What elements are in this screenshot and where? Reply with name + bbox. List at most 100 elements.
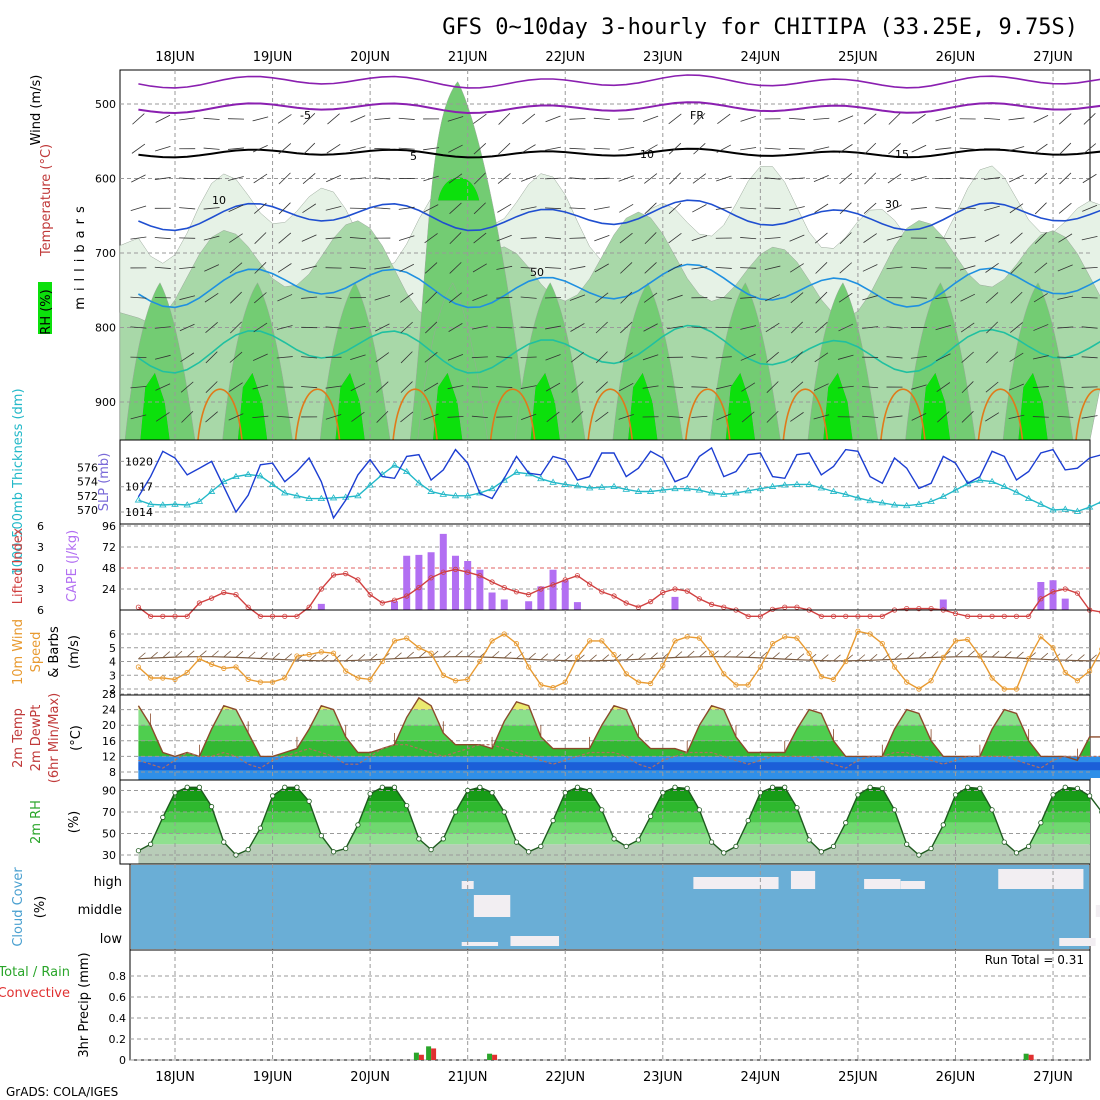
wind-barb — [278, 172, 291, 185]
wind-barb-10m — [443, 650, 451, 658]
wind-barb — [400, 321, 413, 334]
wind-axis-title-3: & Barbs — [47, 626, 62, 678]
wind-speed-series-point — [611, 652, 617, 658]
wind-barb — [277, 263, 292, 273]
wind-barb — [911, 384, 927, 390]
wind-barb — [349, 326, 366, 329]
lifted-index-series-point — [769, 606, 776, 612]
wind-barb — [986, 351, 999, 364]
wind-barb — [303, 142, 316, 155]
wind-speed-series-point — [952, 638, 959, 644]
wind-barb — [813, 117, 830, 120]
wind-barb — [325, 296, 342, 299]
wind-barb — [276, 415, 293, 418]
wind-barb — [837, 354, 854, 360]
lifted-index-series-point — [721, 604, 727, 610]
rh-series-point — [672, 784, 678, 790]
date-label-top: 24JUN — [741, 50, 781, 65]
pressure-tick-label: 700 — [95, 247, 116, 260]
cloud-fill — [461, 942, 499, 946]
rh-series-point — [184, 784, 190, 790]
wind-speed-series-point — [208, 661, 215, 667]
wind-barb-10m — [406, 651, 414, 659]
thickness-series-point — [781, 481, 789, 488]
wind-barb — [179, 323, 195, 332]
wind-barb — [179, 266, 196, 270]
wind-speed-series-point — [148, 675, 154, 681]
wind-barb — [838, 144, 853, 154]
temp-band — [138, 697, 1090, 710]
wind-barb — [1081, 296, 1098, 299]
wind-barb — [838, 292, 853, 303]
contour-label: FR — [690, 109, 704, 122]
wind-barb — [593, 177, 610, 180]
lifted-index-series-point — [1074, 590, 1081, 596]
wind-barb-10m — [601, 654, 610, 661]
wind-speed-series-point — [221, 665, 227, 671]
wind-barb — [278, 143, 292, 155]
wind-barb — [740, 296, 757, 299]
wind-barb — [862, 415, 879, 418]
wind-barb — [1033, 324, 1049, 331]
rh-series-point — [940, 822, 946, 828]
date-label-top: 27JUN — [1033, 50, 1073, 65]
lifted-index-series-point — [391, 597, 398, 603]
lifted-index-series-point — [587, 581, 593, 587]
wind-barb — [691, 415, 708, 418]
thickness-series-point — [305, 494, 313, 502]
thickness-series-point — [366, 481, 374, 488]
wind-speed-series-point — [928, 678, 934, 684]
wind-speed-series-point — [916, 686, 922, 692]
wind-barb — [1033, 293, 1048, 303]
thickness-series-point — [707, 489, 716, 496]
wind-barb — [400, 411, 414, 423]
rh-series-point — [965, 784, 971, 790]
thickness-series-point — [561, 480, 569, 487]
date-label-top: 20JUN — [350, 50, 390, 65]
wind-barb — [1010, 261, 1023, 274]
wind-speed-series-point — [684, 634, 690, 640]
wind-barb — [570, 352, 584, 363]
wind-barb — [618, 146, 635, 151]
wind-barb-10m — [772, 652, 780, 659]
wind-barb — [813, 383, 829, 391]
wind-barb — [813, 414, 830, 420]
wind-speed-series-point — [1001, 686, 1007, 692]
wind-barb — [424, 382, 439, 392]
thickness-series-point — [220, 477, 228, 485]
wind-barb-10m — [906, 652, 914, 659]
wind-speed-series-point — [184, 669, 190, 676]
wind-speed-series-point — [562, 679, 568, 685]
rh-series-point — [489, 790, 495, 796]
wind-speed-series-point — [477, 658, 483, 665]
cape-bar — [451, 555, 459, 610]
wind-barb — [277, 294, 293, 302]
lifted-index-series-point — [977, 613, 983, 619]
thickness-series-point — [1049, 506, 1057, 513]
precip-total-bar — [1023, 1053, 1029, 1060]
wind-barb-10m — [723, 650, 732, 658]
lifted-index-series-point — [623, 600, 629, 606]
rh-zone-dark — [437, 176, 480, 202]
wind-barb — [447, 354, 464, 361]
wind-barb — [619, 232, 633, 244]
wind-barb — [790, 381, 804, 393]
lifted-index-series-point — [538, 586, 544, 592]
wind-barb — [203, 207, 220, 210]
thickness-series-point — [488, 484, 496, 492]
rh-series-point — [1001, 839, 1007, 845]
wind-barb — [374, 177, 391, 180]
wind-barb — [668, 202, 682, 215]
thickness-tick-label: 570 — [77, 504, 98, 517]
rh-series-point — [172, 790, 178, 796]
date-label-bottom: 20JUN — [350, 1070, 390, 1085]
wind-speed-series-point — [904, 679, 910, 685]
wind-barb-10m — [199, 650, 207, 657]
wind-barb — [815, 262, 828, 274]
temp-series — [137, 696, 1100, 762]
wind-barb — [496, 326, 513, 329]
rh-tick-label: 30 — [102, 849, 116, 862]
thickness-series-point — [768, 482, 777, 489]
date-label-top: 26JUN — [936, 50, 976, 65]
chart-title: GFS 0~10day 3-hourly for CHITIPA (33.25E… — [442, 15, 1078, 40]
